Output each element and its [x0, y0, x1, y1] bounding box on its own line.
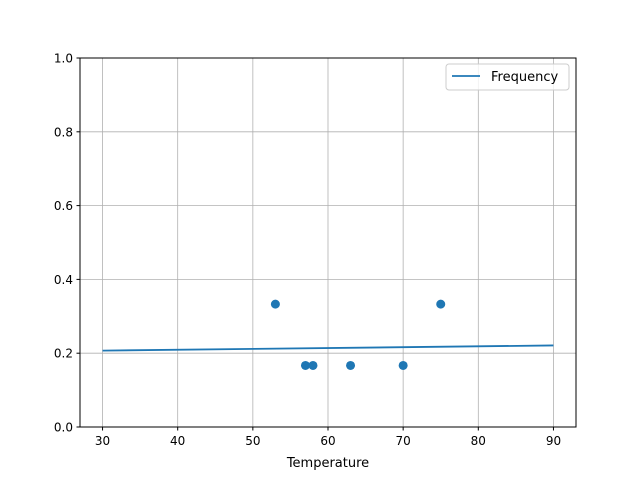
scatter-point: [346, 360, 356, 370]
x-tick-label: 50: [245, 434, 260, 448]
x-tick-label: 70: [396, 434, 411, 448]
x-tick-label: 60: [320, 434, 335, 448]
y-tick-label: 0.8: [54, 125, 73, 139]
ticks: 30 40 50 60 70 80 90 0.0 0.2 0.4 0.6 0.8 1.0: [54, 52, 561, 449]
y-tick-label: 0.6: [54, 199, 73, 213]
y-tick-label: 0.2: [54, 347, 73, 361]
x-axis-label: Temperature: [286, 456, 369, 471]
scatter-point: [300, 360, 310, 370]
plot-marks: [102, 299, 554, 370]
x-tick-label: 40: [170, 434, 185, 448]
y-tick-label: 0.4: [54, 273, 73, 287]
legend: Frequency: [445, 63, 570, 91]
x-tick-label: 80: [471, 434, 486, 448]
y-tick-label: 1.0: [54, 52, 73, 66]
scatter-point: [308, 360, 318, 370]
x-tick-label: 90: [546, 434, 561, 448]
legend-label: Frequency: [491, 70, 558, 85]
frequency-line: [102, 344, 554, 352]
scatter-point: [270, 299, 280, 309]
y-tick-label: 0.0: [54, 421, 73, 435]
scatter-point: [436, 299, 446, 309]
x-tick-label: 30: [95, 434, 110, 448]
legend-box: [445, 63, 570, 91]
scatter-point: [398, 360, 408, 370]
